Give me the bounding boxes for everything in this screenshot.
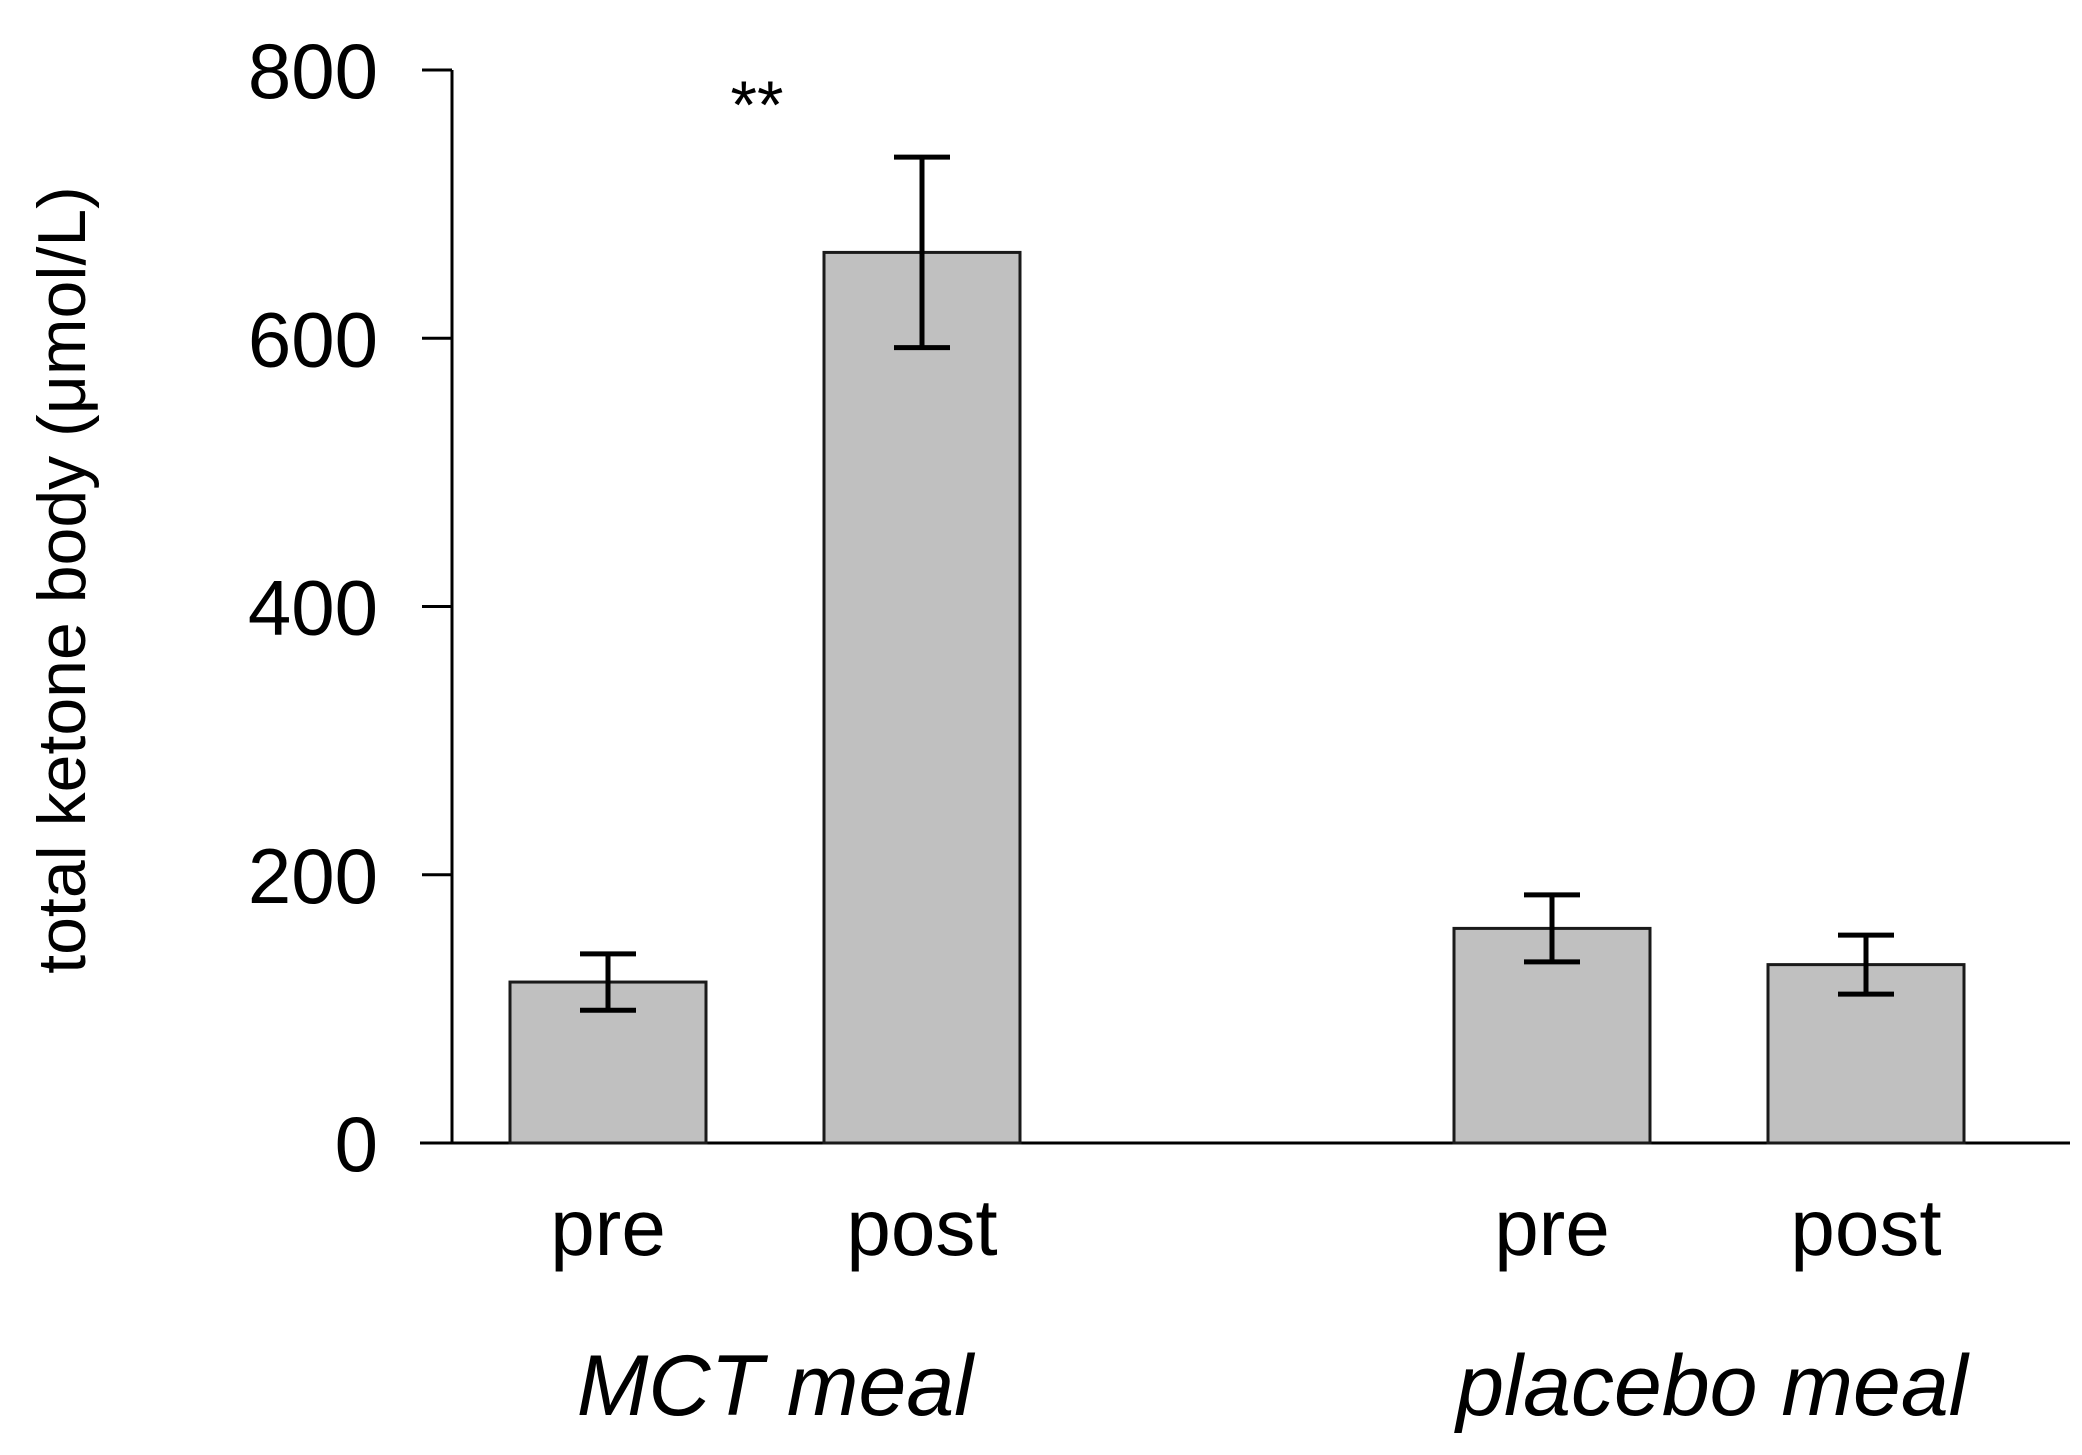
- y-axis-label: total ketone body (μmol/L): [24, 186, 100, 974]
- group-label: placebo meal: [1453, 1338, 1970, 1434]
- axes: 0 200 400 600 800: [248, 27, 2070, 1188]
- y-tick-label: 600: [248, 295, 378, 383]
- category-label: pre: [550, 1183, 666, 1272]
- bars: [508, 154, 1966, 1145]
- bar-0-1: [822, 250, 1022, 1145]
- y-tick-label: 400: [248, 564, 378, 652]
- y-tick-label: 0: [335, 1100, 378, 1188]
- significance-marker: **: [731, 67, 784, 143]
- group-label: MCT meal: [577, 1338, 976, 1434]
- y-tick-label: 200: [248, 832, 378, 920]
- category-label: post: [846, 1183, 997, 1272]
- category-label: pre: [1494, 1183, 1610, 1272]
- category-label: post: [1790, 1183, 1941, 1272]
- y-tick-label: 800: [248, 27, 378, 115]
- labels: pre post MCT meal ** pre post placebo meal: [550, 67, 1970, 1434]
